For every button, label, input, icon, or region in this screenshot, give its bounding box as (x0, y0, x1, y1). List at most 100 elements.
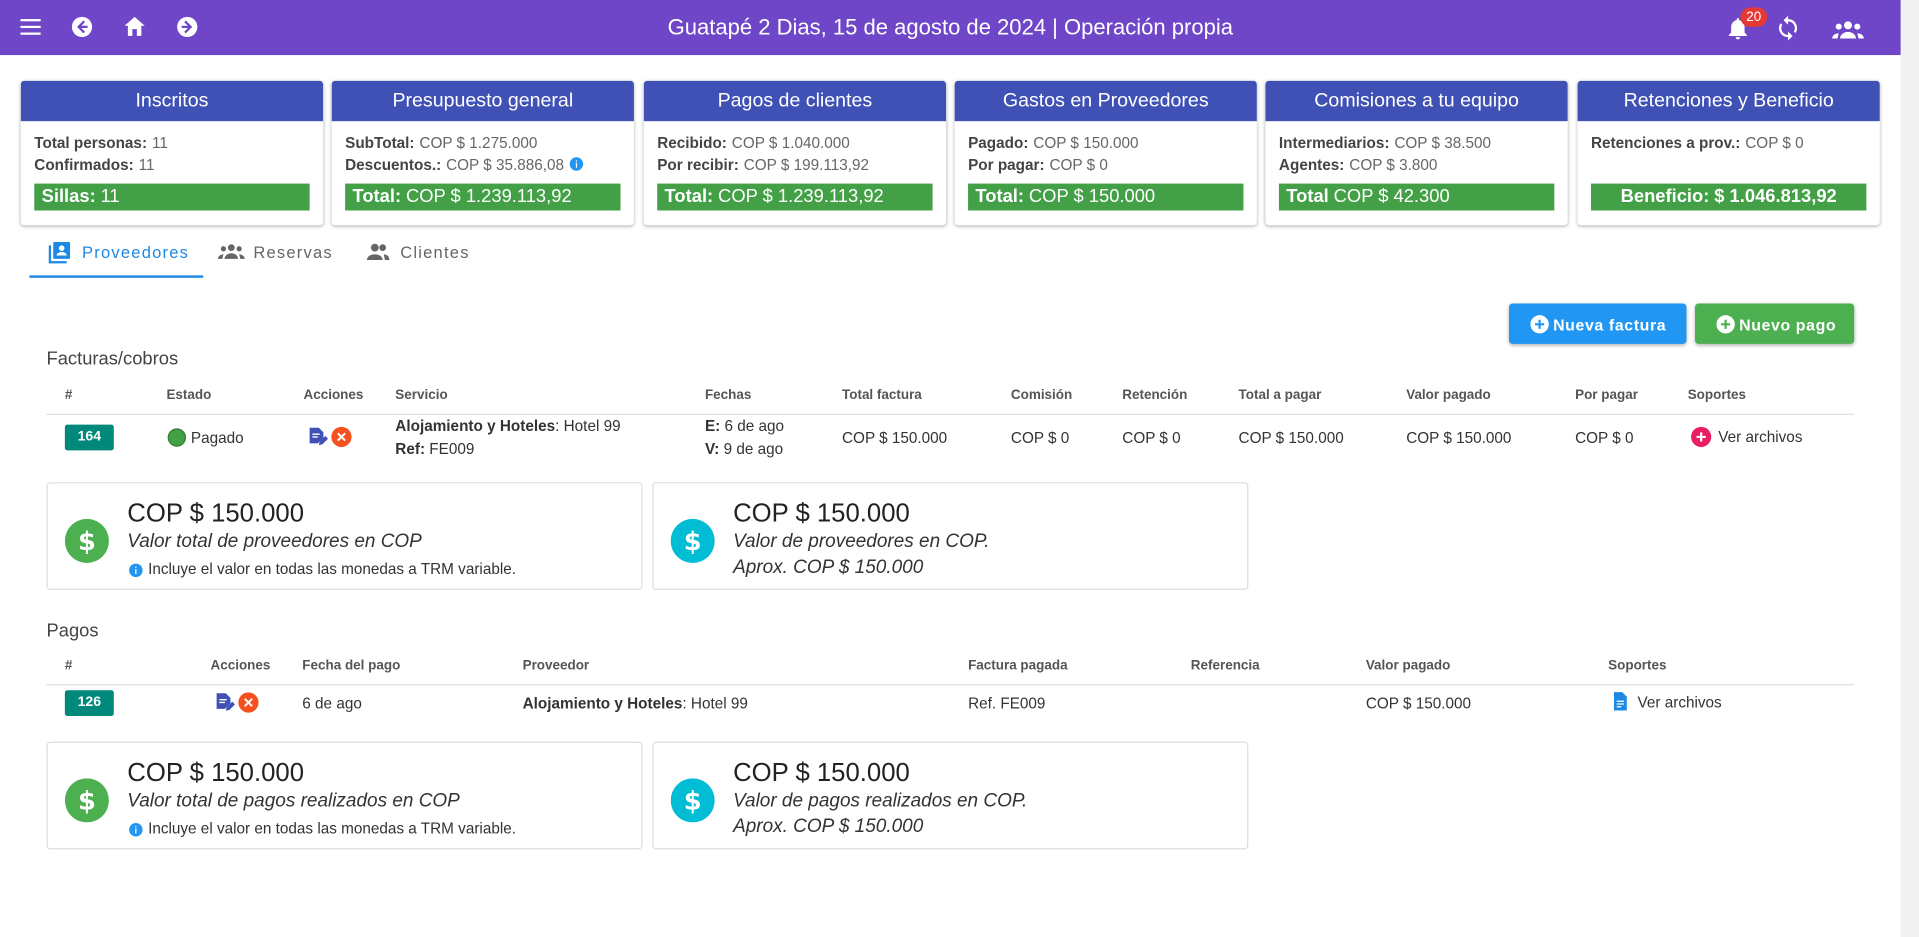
label: Alojamiento y Hoteles (395, 417, 556, 435)
icon-part: $ (670, 778, 715, 823)
label: Por recibir: (657, 156, 739, 174)
section-title: Pagos (46, 620, 99, 642)
card-line: Pagado: COP $ 150.000 (968, 135, 1138, 152)
cell: COP $ 150.000 (842, 429, 948, 447)
card-title: Gastos en Proveedores (954, 80, 1257, 122)
icon-part (129, 563, 143, 578)
column-header: Valor pagado (1406, 387, 1491, 403)
icon-part (58, 245, 65, 251)
forward-button[interactable] (174, 13, 201, 40)
tab[interactable]: Clientes (400, 243, 470, 262)
tab[interactable]: Proveedores (81, 243, 190, 262)
cell: COP $ 0 (1010, 429, 1070, 447)
cell: COP $ 0 (1122, 429, 1181, 447)
icon-part (217, 244, 245, 259)
card-line: Retenciones a prov.: COP $ 0 (1591, 135, 1804, 152)
card-total: Total: COP $ 150.000 (968, 183, 1244, 211)
icon-part: $ (684, 527, 702, 557)
icon-part (64, 518, 109, 563)
tab-icon[interactable] (365, 239, 392, 266)
tab[interactable]: Reservas (253, 243, 333, 262)
summary-amount: COP $ 150.000 (733, 499, 910, 528)
summary-note: Incluye el valor en todas las monedas a … (148, 560, 517, 578)
icon-part (318, 435, 328, 446)
icon-part (379, 244, 387, 251)
summary-approx: Aprox. COP $ 150.000 (733, 556, 924, 578)
summary-card: Retenciones y Beneficio Retenciones a pro… (1577, 80, 1880, 226)
column-header: Fechas (704, 387, 752, 403)
icon-part (312, 433, 320, 438)
cell: COP $ 150.000 (1365, 695, 1472, 713)
summary-card: Gastos en Proveedores Pagado: COP $ 150.00… (954, 80, 1257, 226)
edit-button[interactable] (306, 426, 328, 448)
icon-part: $ (78, 527, 96, 557)
value: COP $ 0 (1745, 134, 1804, 152)
icon-part (337, 432, 346, 442)
icon-part (135, 566, 137, 568)
icon-part: $ (684, 787, 702, 817)
icon-part (1691, 426, 1712, 448)
value: COP $ 150.000 (1033, 134, 1139, 152)
card-total: Total: COP $ 1.239.113,92 (657, 183, 933, 211)
icon-part: $ (670, 518, 715, 563)
icon-part (77, 20, 88, 34)
link[interactable]: Ver archivos (1637, 693, 1722, 712)
icon-part (1832, 21, 1864, 39)
label: Retenciones a prov.: (1591, 134, 1741, 152)
action-button[interactable]: Nuevo pago (1695, 303, 1855, 344)
icon-part (575, 162, 577, 168)
cell: 6 de ago (302, 695, 362, 713)
icon-part (219, 699, 227, 704)
label: Total personas: (34, 134, 148, 152)
file-icon[interactable] (1609, 690, 1631, 712)
status: Pagado (190, 429, 244, 447)
summary-note: Incluye el valor en todas las monedas a … (148, 819, 517, 838)
icon-part (370, 243, 379, 252)
team-button[interactable] (1832, 15, 1864, 47)
card-title: Presupuesto general (331, 80, 634, 122)
icon-part: $ (64, 778, 109, 823)
summary-desc: Valor de proveedores en COP. (733, 531, 990, 552)
column-header: Fecha del pago (302, 658, 401, 674)
summary-amount: COP $ 150.000 (127, 499, 304, 528)
action-button[interactable]: Nueva factura (1509, 303, 1687, 344)
home-button[interactable] (121, 13, 148, 40)
icon-part (244, 698, 253, 707)
icon-part (181, 20, 193, 34)
sync-button[interactable] (1775, 15, 1802, 42)
menu-button[interactable] (17, 13, 44, 40)
value: COP $ 1.275.000 (419, 134, 538, 152)
edit-button[interactable] (213, 691, 235, 713)
tab-icon[interactable] (47, 239, 74, 266)
label: Por pagar: (968, 156, 1045, 174)
total-value: 11 (100, 186, 120, 207)
add-file-button[interactable] (1690, 426, 1712, 448)
column-header: Estado (166, 387, 212, 403)
icon-part (1779, 15, 1798, 41)
tab-icon[interactable] (217, 239, 245, 266)
card-total: Sillas: 11 (34, 183, 310, 211)
summary-desc: Valor total de proveedores en COP (127, 531, 422, 552)
card-title: Pagos de clientes (643, 80, 947, 122)
link[interactable]: Ver archivos (1718, 428, 1803, 446)
delete-button[interactable] (237, 691, 259, 713)
icon-part (64, 778, 109, 823)
icon-part (1835, 23, 1842, 30)
column-header: Soportes (1608, 658, 1667, 674)
cell: Ref. FE009 (968, 695, 1046, 713)
icon-part (1779, 15, 1798, 41)
value: : Hotel 99 (682, 695, 748, 713)
label: Recibido: (657, 134, 727, 152)
icon-part (670, 518, 715, 563)
total-label: Total: (975, 186, 1025, 207)
dollar-icon: $ (64, 518, 109, 563)
icon-part (366, 243, 390, 260)
icon-part (670, 778, 715, 823)
service-line: Alojamiento y Hoteles: Hotel 99 (395, 417, 620, 434)
delete-button[interactable] (330, 426, 352, 448)
column-header: Valor pagado (1365, 658, 1451, 674)
info-icon (569, 157, 584, 172)
back-button[interactable] (69, 13, 96, 40)
card-line: Descuentos.: COP $ 35.886,08 (345, 157, 584, 174)
